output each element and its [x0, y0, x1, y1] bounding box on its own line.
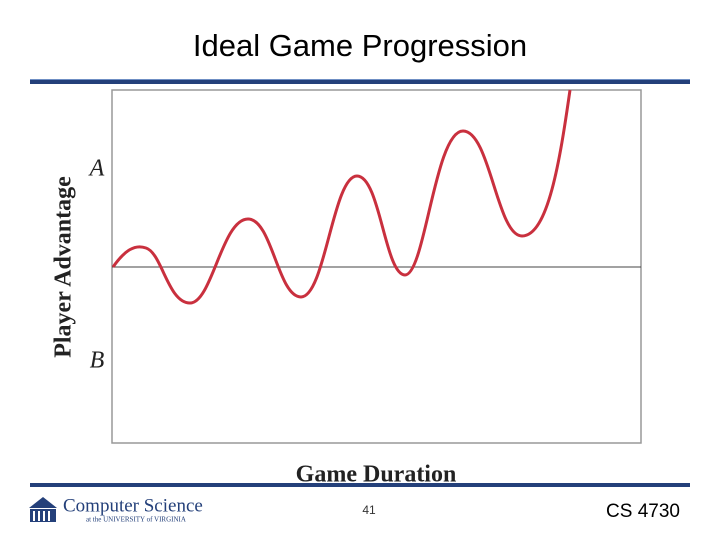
- logo-title: Computer Science: [63, 495, 203, 516]
- course-label: CS 4730: [606, 501, 680, 522]
- logo-icon: [29, 497, 57, 522]
- logo-subtitle: at the UNIVERSITY of VIRGINIA: [86, 516, 186, 524]
- advantage-curve: [111, 89, 572, 305]
- bottom-rule: [30, 483, 690, 487]
- y-axis-label: Player Advantage: [51, 176, 77, 358]
- top-rule: [30, 79, 690, 84]
- slide-title: Ideal Game Progression: [193, 28, 527, 63]
- page-number: 41: [362, 503, 376, 517]
- y-bottom-label: B: [90, 348, 105, 374]
- y-top-label: A: [88, 156, 105, 182]
